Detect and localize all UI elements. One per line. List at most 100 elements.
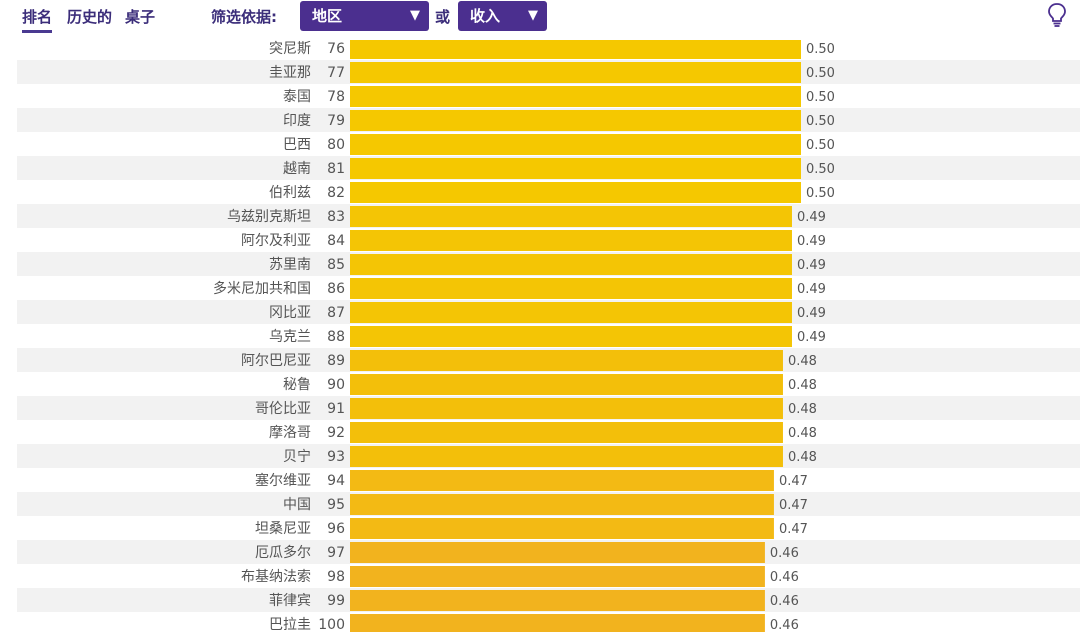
country-label: 巴拉圭 bbox=[269, 617, 311, 632]
bar[interactable] bbox=[350, 590, 765, 611]
bar[interactable] bbox=[350, 518, 774, 539]
bar[interactable] bbox=[350, 470, 774, 491]
bar[interactable] bbox=[350, 254, 792, 275]
tab-history[interactable]: 历史的 bbox=[67, 8, 113, 26]
country-label: 中国 bbox=[283, 497, 311, 513]
value-label: 0.50 bbox=[806, 66, 835, 81]
value-label: 0.50 bbox=[806, 186, 835, 201]
bar[interactable] bbox=[350, 374, 783, 395]
rank-label: 94 bbox=[327, 473, 345, 489]
country-label: 秘鲁 bbox=[283, 377, 311, 393]
value-label: 0.48 bbox=[788, 402, 817, 417]
country-label: 多米尼加共和国 bbox=[213, 280, 311, 297]
rank-label: 78 bbox=[327, 89, 345, 105]
bar[interactable] bbox=[350, 302, 792, 323]
country-label: 布基纳法索 bbox=[241, 568, 311, 585]
country-label: 伯利兹 bbox=[269, 185, 311, 201]
value-label: 0.49 bbox=[797, 282, 826, 297]
country-label: 阿尔巴尼亚 bbox=[241, 353, 311, 369]
bar[interactable] bbox=[350, 158, 801, 179]
country-label: 贝宁 bbox=[283, 448, 311, 465]
chevron-down-icon: ▼ bbox=[528, 8, 538, 23]
bar[interactable] bbox=[350, 206, 792, 227]
value-label: 0.49 bbox=[797, 306, 826, 321]
value-label: 0.50 bbox=[806, 42, 835, 57]
chevron-down-icon: ▼ bbox=[410, 8, 420, 23]
top-toolbar: 排名 历史的 桌子 筛选依据: 地区 ▼ 或 收入 ▼ bbox=[0, 0, 1080, 40]
value-label: 0.46 bbox=[770, 618, 799, 632]
bar[interactable] bbox=[350, 494, 774, 515]
country-label: 阿尔及利亚 bbox=[241, 233, 311, 249]
bar[interactable] bbox=[350, 566, 765, 587]
bar[interactable] bbox=[350, 326, 792, 347]
region-select[interactable]: 地区 ▼ bbox=[300, 1, 429, 31]
rank-label: 96 bbox=[327, 521, 345, 537]
country-label: 巴西 bbox=[283, 137, 311, 153]
value-label: 0.46 bbox=[770, 546, 799, 561]
rank-label: 90 bbox=[327, 377, 345, 393]
rank-label: 97 bbox=[327, 545, 345, 561]
value-label: 0.48 bbox=[788, 450, 817, 465]
value-label: 0.48 bbox=[788, 378, 817, 393]
country-label: 突尼斯 bbox=[269, 41, 311, 57]
value-label: 0.49 bbox=[797, 258, 826, 273]
rank-label: 80 bbox=[327, 137, 345, 153]
country-label: 越南 bbox=[283, 161, 311, 177]
value-label: 0.46 bbox=[770, 594, 799, 609]
country-label: 塞尔维亚 bbox=[255, 472, 311, 489]
rank-label: 79 bbox=[327, 113, 345, 129]
bar[interactable] bbox=[350, 398, 783, 419]
value-label: 0.46 bbox=[770, 570, 799, 585]
value-label: 0.47 bbox=[779, 522, 808, 537]
bar[interactable] bbox=[350, 134, 801, 155]
country-label: 圭亚那 bbox=[269, 65, 311, 81]
bar[interactable] bbox=[350, 86, 801, 107]
value-label: 0.49 bbox=[797, 210, 826, 225]
region-select-value: 地区 bbox=[312, 7, 343, 25]
country-label: 冈比亚 bbox=[269, 305, 311, 321]
country-label: 摩洛哥 bbox=[269, 424, 311, 441]
value-label: 0.47 bbox=[779, 498, 808, 513]
country-label: 印度 bbox=[283, 113, 311, 129]
bar[interactable] bbox=[350, 614, 765, 632]
bar[interactable] bbox=[350, 110, 801, 131]
bar[interactable] bbox=[350, 542, 765, 563]
value-label: 0.47 bbox=[779, 474, 808, 489]
country-label: 坦桑尼亚 bbox=[255, 521, 311, 537]
rank-label: 95 bbox=[327, 497, 345, 513]
rank-label: 83 bbox=[327, 209, 345, 225]
bar[interactable] bbox=[350, 38, 801, 59]
rank-label: 92 bbox=[327, 425, 345, 441]
income-select[interactable]: 收入 ▼ bbox=[458, 1, 547, 31]
bar[interactable] bbox=[350, 278, 792, 299]
tab-table[interactable]: 桌子 bbox=[125, 8, 156, 26]
value-label: 0.48 bbox=[788, 354, 817, 369]
country-label: 乌克兰 bbox=[269, 329, 311, 345]
rank-label: 100 bbox=[318, 617, 345, 632]
rank-label: 86 bbox=[327, 281, 345, 297]
rank-label: 82 bbox=[327, 185, 345, 201]
rank-label: 91 bbox=[327, 401, 345, 417]
country-label: 哥伦比亚 bbox=[255, 401, 311, 417]
bar[interactable] bbox=[350, 350, 783, 371]
income-select-value: 收入 bbox=[470, 7, 501, 25]
tab-ranking[interactable]: 排名 bbox=[22, 6, 53, 33]
country-label: 乌兹别克斯坦 bbox=[227, 209, 311, 225]
value-label: 0.48 bbox=[788, 426, 817, 441]
rank-label: 85 bbox=[327, 257, 345, 273]
or-label: 或 bbox=[435, 8, 451, 26]
bar[interactable] bbox=[350, 230, 792, 251]
country-label: 菲律宾 bbox=[269, 593, 311, 609]
bar[interactable] bbox=[350, 62, 801, 83]
country-label: 泰国 bbox=[283, 89, 311, 105]
rank-label: 93 bbox=[327, 449, 345, 465]
bar[interactable] bbox=[350, 422, 783, 443]
bar[interactable] bbox=[350, 446, 783, 467]
value-label: 0.49 bbox=[797, 234, 826, 249]
rank-label: 87 bbox=[327, 305, 345, 321]
value-label: 0.50 bbox=[806, 138, 835, 153]
bar[interactable] bbox=[350, 182, 801, 203]
country-label: 厄瓜多尔 bbox=[255, 544, 311, 561]
lightbulb-icon[interactable] bbox=[1046, 2, 1068, 28]
